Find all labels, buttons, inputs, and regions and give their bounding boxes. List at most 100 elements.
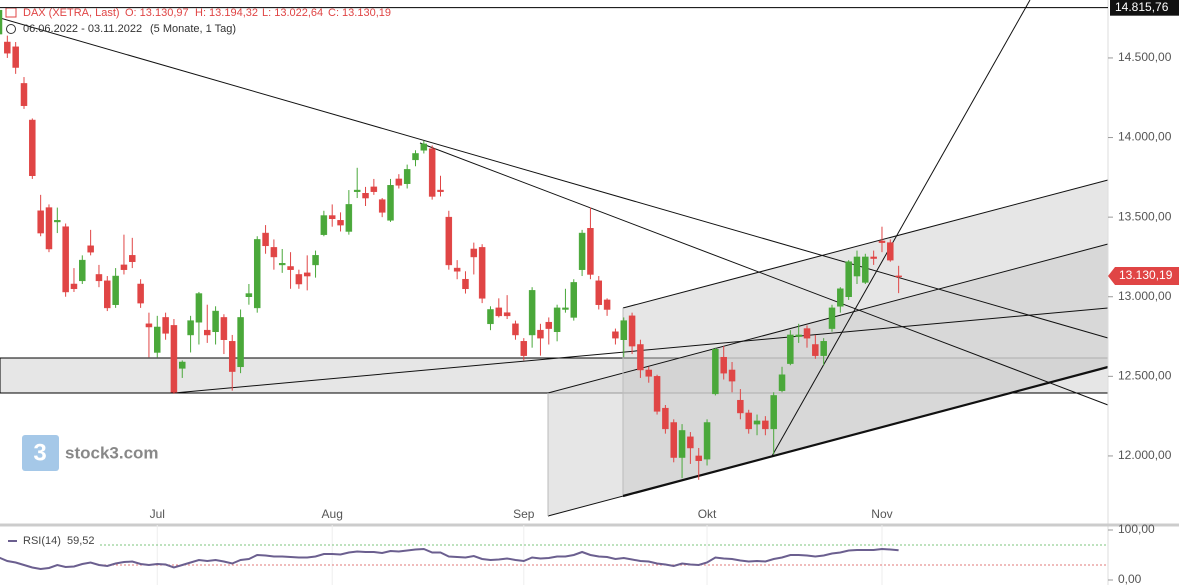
price-tag-label: 14.815,76 [1115, 0, 1169, 14]
x-tick-label: Aug [322, 507, 343, 521]
candle-body [653, 376, 661, 412]
candle-body [320, 215, 328, 235]
candle-body [403, 169, 411, 184]
candle-body [603, 299, 611, 310]
candle-body [528, 290, 536, 336]
candle-body [862, 256, 869, 283]
candle-body [870, 256, 877, 259]
candle-body [720, 356, 727, 374]
rsi-line [0, 547, 899, 571]
candle-body [812, 344, 819, 356]
candle-body [895, 275, 902, 278]
candle-body [453, 267, 461, 272]
candle-body [578, 232, 586, 270]
candle-body [470, 248, 478, 258]
candle-body [437, 189, 444, 192]
candle-body [162, 317, 169, 334]
y-tick-label: 13.000,00 [1118, 289, 1172, 303]
candle-body [728, 369, 736, 382]
period-note: (5 Monate, 1 Tag) [150, 23, 236, 35]
clock-icon [6, 24, 16, 34]
candle-body [420, 143, 428, 151]
info-open: O: 13.130,97 [125, 7, 189, 19]
candle-body [95, 274, 103, 282]
candle-body [412, 153, 419, 161]
candle-body [387, 185, 394, 221]
candle-body [54, 220, 61, 223]
y-tick-label: 100,00 [1118, 522, 1155, 536]
candle-body [278, 263, 286, 266]
candle-body [70, 283, 78, 290]
candle-body [695, 455, 702, 461]
x-tick-label: Nov [871, 507, 892, 521]
candle-body [104, 280, 111, 309]
info-close: C: 13.130,19 [328, 7, 391, 19]
last-price-label: 13.130,19 [1119, 268, 1173, 282]
candle-body [562, 307, 569, 310]
x-tick-label: Sep [513, 507, 535, 521]
candle-body [220, 317, 228, 340]
candle-body [20, 83, 28, 106]
logo-mark: 3 [33, 439, 46, 466]
candle-body [120, 264, 128, 270]
candle-body [753, 420, 761, 425]
candle-body [337, 220, 344, 226]
candle-body [837, 288, 844, 307]
candle-body [520, 341, 528, 356]
candle-body [270, 247, 278, 258]
candle-body [179, 361, 186, 369]
candle-body [237, 317, 244, 368]
period: 06.06.2022 - 03.11.2022 [23, 23, 142, 35]
candle-body [595, 280, 603, 305]
candle-body [770, 395, 777, 430]
x-tick-label: Jul [150, 507, 165, 521]
legend-icon [5, 7, 17, 18]
info-low: L: 13.022,64 [262, 7, 323, 19]
candle-body [703, 422, 711, 460]
candle-body [112, 275, 119, 305]
rsi-name: RSI(14) [23, 535, 61, 547]
candle-body [845, 261, 852, 297]
info-high: H: 13.194,32 [195, 7, 258, 19]
candle-body [803, 328, 811, 339]
candle-body [328, 215, 336, 219]
price-tag [1110, 0, 1179, 16]
candle-body [637, 344, 644, 371]
candle-body [395, 178, 403, 186]
candle-body [145, 323, 153, 328]
candle-body [4, 41, 11, 54]
candle-body [187, 320, 194, 336]
candle-body [687, 436, 694, 449]
candle-body [503, 312, 511, 317]
candle-body [378, 199, 386, 213]
candle-body [87, 245, 94, 253]
candle-body [137, 283, 144, 304]
y-tick-label: 12.500,00 [1118, 369, 1172, 383]
candle-body [487, 309, 494, 325]
candle-body [445, 216, 453, 266]
last-price-tag [1108, 267, 1179, 286]
candle-body [512, 323, 519, 336]
candle-body [878, 240, 886, 243]
legend-title: DAX (XETRA, Last) [23, 7, 120, 19]
candle-body [287, 266, 294, 270]
candle-body [212, 310, 219, 333]
candle-body [787, 334, 794, 364]
candle-body [820, 341, 827, 356]
candle-body [312, 255, 319, 266]
y-tick-label: 12.000,00 [1118, 448, 1172, 462]
candle-body [712, 349, 719, 395]
candle-body [79, 259, 86, 282]
y-tick-label: 0,00 [1118, 572, 1142, 585]
candle-body [154, 326, 161, 353]
candle-body [353, 189, 361, 192]
y-tick-label: 14.500,00 [1118, 50, 1172, 64]
candle-body [37, 210, 44, 234]
candle-body [62, 226, 69, 293]
candle-body [670, 422, 677, 458]
watermark: stock3.com [65, 443, 159, 462]
candle-body [828, 307, 836, 329]
candle-body [495, 307, 503, 317]
candle-body [645, 369, 652, 377]
